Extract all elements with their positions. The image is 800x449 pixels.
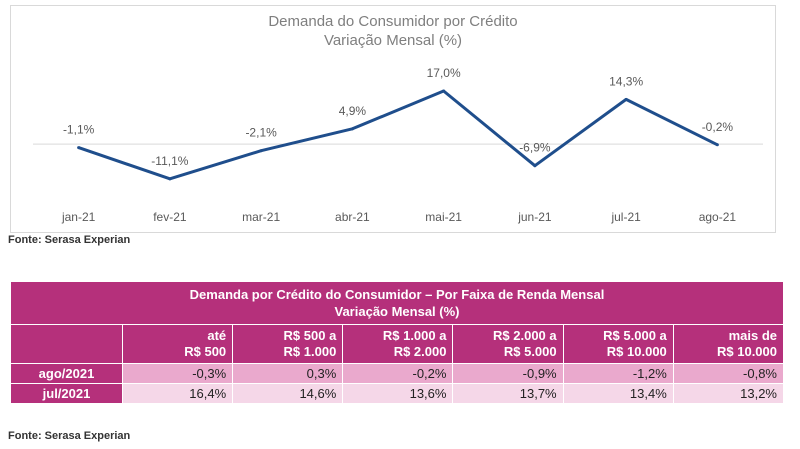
chart-title-block: Demanda do Consumidor por Crédito Variaç… (11, 12, 775, 50)
table-cell: 14,6% (232, 383, 344, 404)
table-cell: 0,3% (232, 363, 344, 384)
x-tick-label-ago-21: ago-21 (699, 210, 737, 224)
x-tick-label-fev-21: fev-21 (153, 210, 187, 224)
series-line (78, 89, 719, 181)
data-point-mai-21 (442, 89, 446, 93)
x-tick-label-jun-21: jun-21 (517, 210, 552, 224)
data-point-fev-21 (168, 177, 172, 181)
x-tick-label-abr-21: abr-21 (335, 210, 370, 224)
chart-panel: Demanda do Consumidor por Crédito Variaç… (10, 5, 776, 233)
table-cell: -0,2% (342, 363, 454, 384)
chart-subtitle: Variação Mensal (%) (323, 32, 463, 49)
header-500-1000: R$ 500 a R$ 1.000 (232, 324, 344, 364)
x-tick-label-jan-21: jan-21 (61, 210, 96, 224)
table-header-row: até R$ 500 R$ 500 a R$ 1.000 R$ 1.000 a R$ … (10, 324, 785, 364)
table-cell: 13,2% (672, 383, 785, 404)
table-title: Demanda por Crédito do Consumidor – Por … (10, 281, 784, 325)
data-point-ago-21 (715, 143, 719, 147)
table-cell: -0,8% (672, 363, 785, 384)
data-label-fev-21: -11,1% (151, 154, 188, 168)
data-label-jun-21: -6,9% (519, 141, 551, 155)
x-tick-label-mar-21: mar-21 (242, 210, 280, 224)
table-row: ago/2021 -0,3% 0,3% -0,2% -0,9% -1,2% -0… (10, 363, 785, 384)
header-mais-10000: mais de R$ 10.000 (672, 324, 785, 364)
table-title-line1: Demanda por Crédito do Consumidor – Por … (189, 287, 605, 302)
header-5000-10000: R$ 5.000 a R$ 10.000 (562, 324, 674, 364)
x-tick-label-mai-21: mai-21 (425, 210, 462, 224)
table-source: Fonte: Serasa Experian (8, 430, 131, 442)
table-cell: -1,2% (562, 363, 674, 384)
table-cell: 13,6% (342, 383, 454, 404)
table-cell: -0,3% (121, 363, 234, 384)
data-label-jul-21: 14,3% (609, 74, 643, 88)
data-label-abr-21: 4,9% (339, 104, 367, 118)
data-point-jun-21 (533, 164, 537, 168)
table-cell: 13,4% (562, 383, 674, 404)
table-cell: 16,4% (121, 383, 234, 404)
table-corner-cell (10, 324, 123, 364)
data-point-jan-21 (77, 146, 81, 150)
data-point-jul-21 (624, 97, 628, 101)
data-label-jan-21: -1,1% (63, 123, 95, 137)
data-point-abr-21 (350, 127, 354, 131)
x-tick-label-jul-21: jul-21 (610, 210, 641, 224)
data-point-mar-21 (259, 149, 263, 153)
data-label-ago-21: -0,2% (702, 120, 734, 134)
chart-source: Fonte: Serasa Experian (8, 234, 131, 246)
chart-title: Demanda do Consumidor por Crédito (268, 13, 518, 30)
data-label-mar-21: -2,1% (245, 126, 277, 140)
line-chart: -1,1% -11,1% -2,1% 4,9% 17,0% -6,9% 14,3% -0,2%… (33, 66, 763, 224)
table-title-row: Demanda por Crédito do Consumidor – Por … (10, 281, 784, 325)
header-2000-5000: R$ 2.000 a R$ 5.000 (452, 324, 564, 364)
income-range-table: Demanda por Crédito do Consumidor – Por … (10, 281, 785, 404)
table-cell: -0,9% (452, 363, 564, 384)
header-ate-500: até R$ 500 (121, 324, 234, 364)
table-cell: 13,7% (452, 383, 564, 404)
row-label: jul/2021 (10, 383, 123, 404)
data-label-mai-21: 17,0% (427, 66, 461, 80)
table-row: jul/2021 16,4% 14,6% 13,6% 13,7% 13,4% 1… (10, 383, 785, 404)
row-label: ago/2021 (10, 363, 123, 384)
table-title-line2: Variação Mensal (%) (334, 304, 460, 319)
header-1000-2000: R$ 1.000 a R$ 2.000 (342, 324, 454, 364)
